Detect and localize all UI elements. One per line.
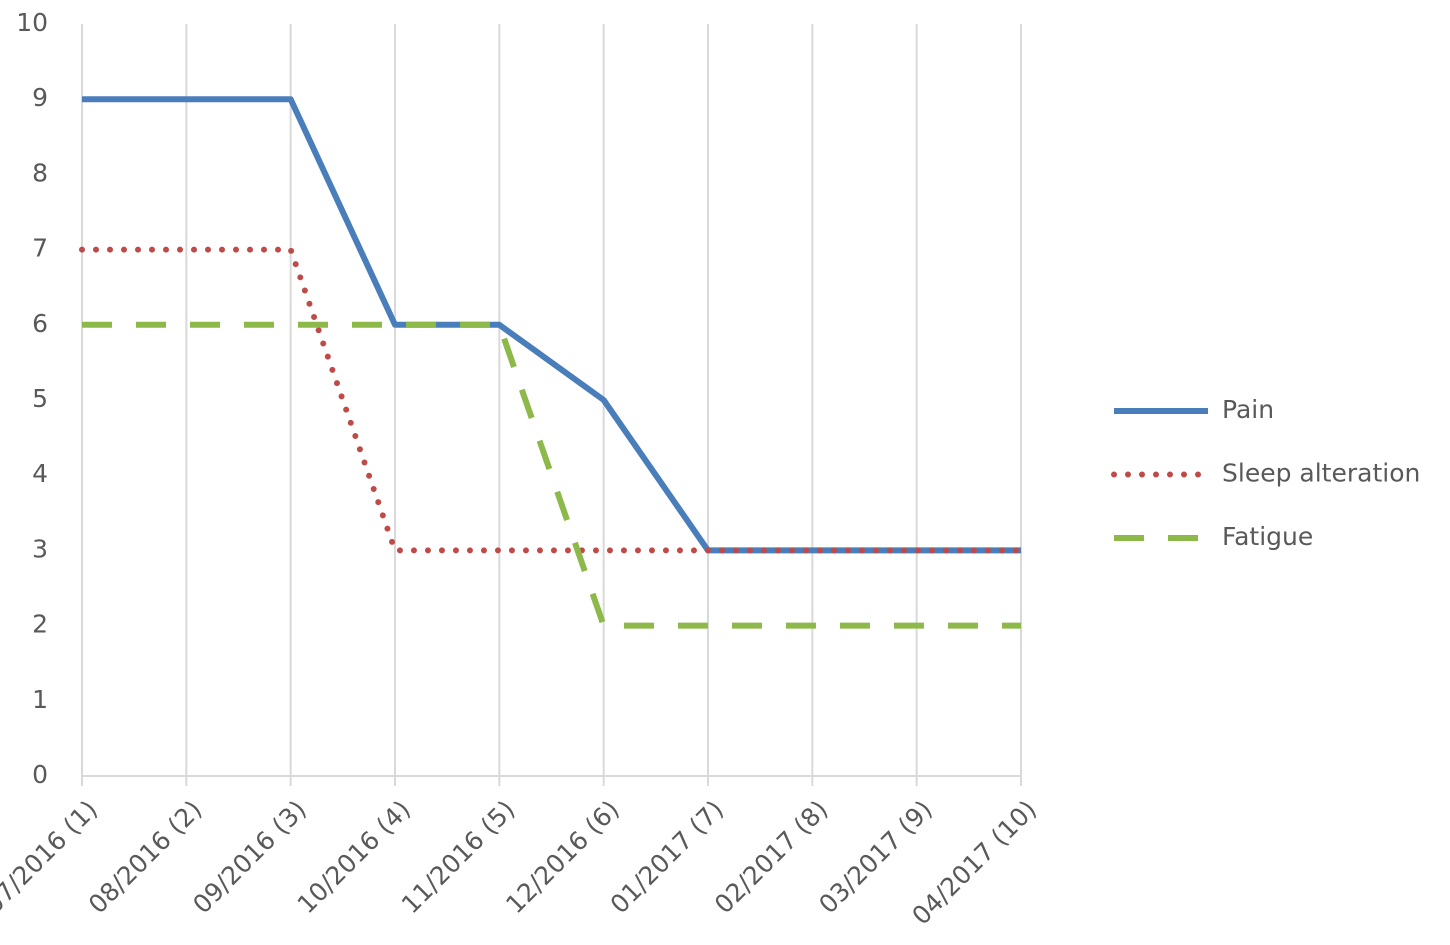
y-tick-label: 6 — [32, 309, 48, 338]
y-tick-label: 0 — [32, 760, 48, 789]
y-tick-label: 4 — [32, 459, 48, 488]
y-tick-label: 7 — [32, 234, 48, 263]
y-tick-label: 1 — [32, 685, 48, 714]
series-line — [82, 321, 1021, 629]
legend-label: Fatigue — [1222, 522, 1313, 551]
y-tick-label: 8 — [32, 158, 48, 187]
y-tick-label: 3 — [32, 534, 48, 563]
y-tick-label: 2 — [32, 610, 48, 639]
y-tick-label: 10 — [16, 8, 48, 37]
legend-label: Pain — [1222, 395, 1274, 424]
y-tick-label: 9 — [32, 83, 48, 112]
y-tick-label: 5 — [32, 384, 48, 413]
series-line — [79, 246, 1024, 554]
series-line — [82, 96, 1021, 554]
legend-label: Sleep alteration — [1222, 459, 1420, 488]
